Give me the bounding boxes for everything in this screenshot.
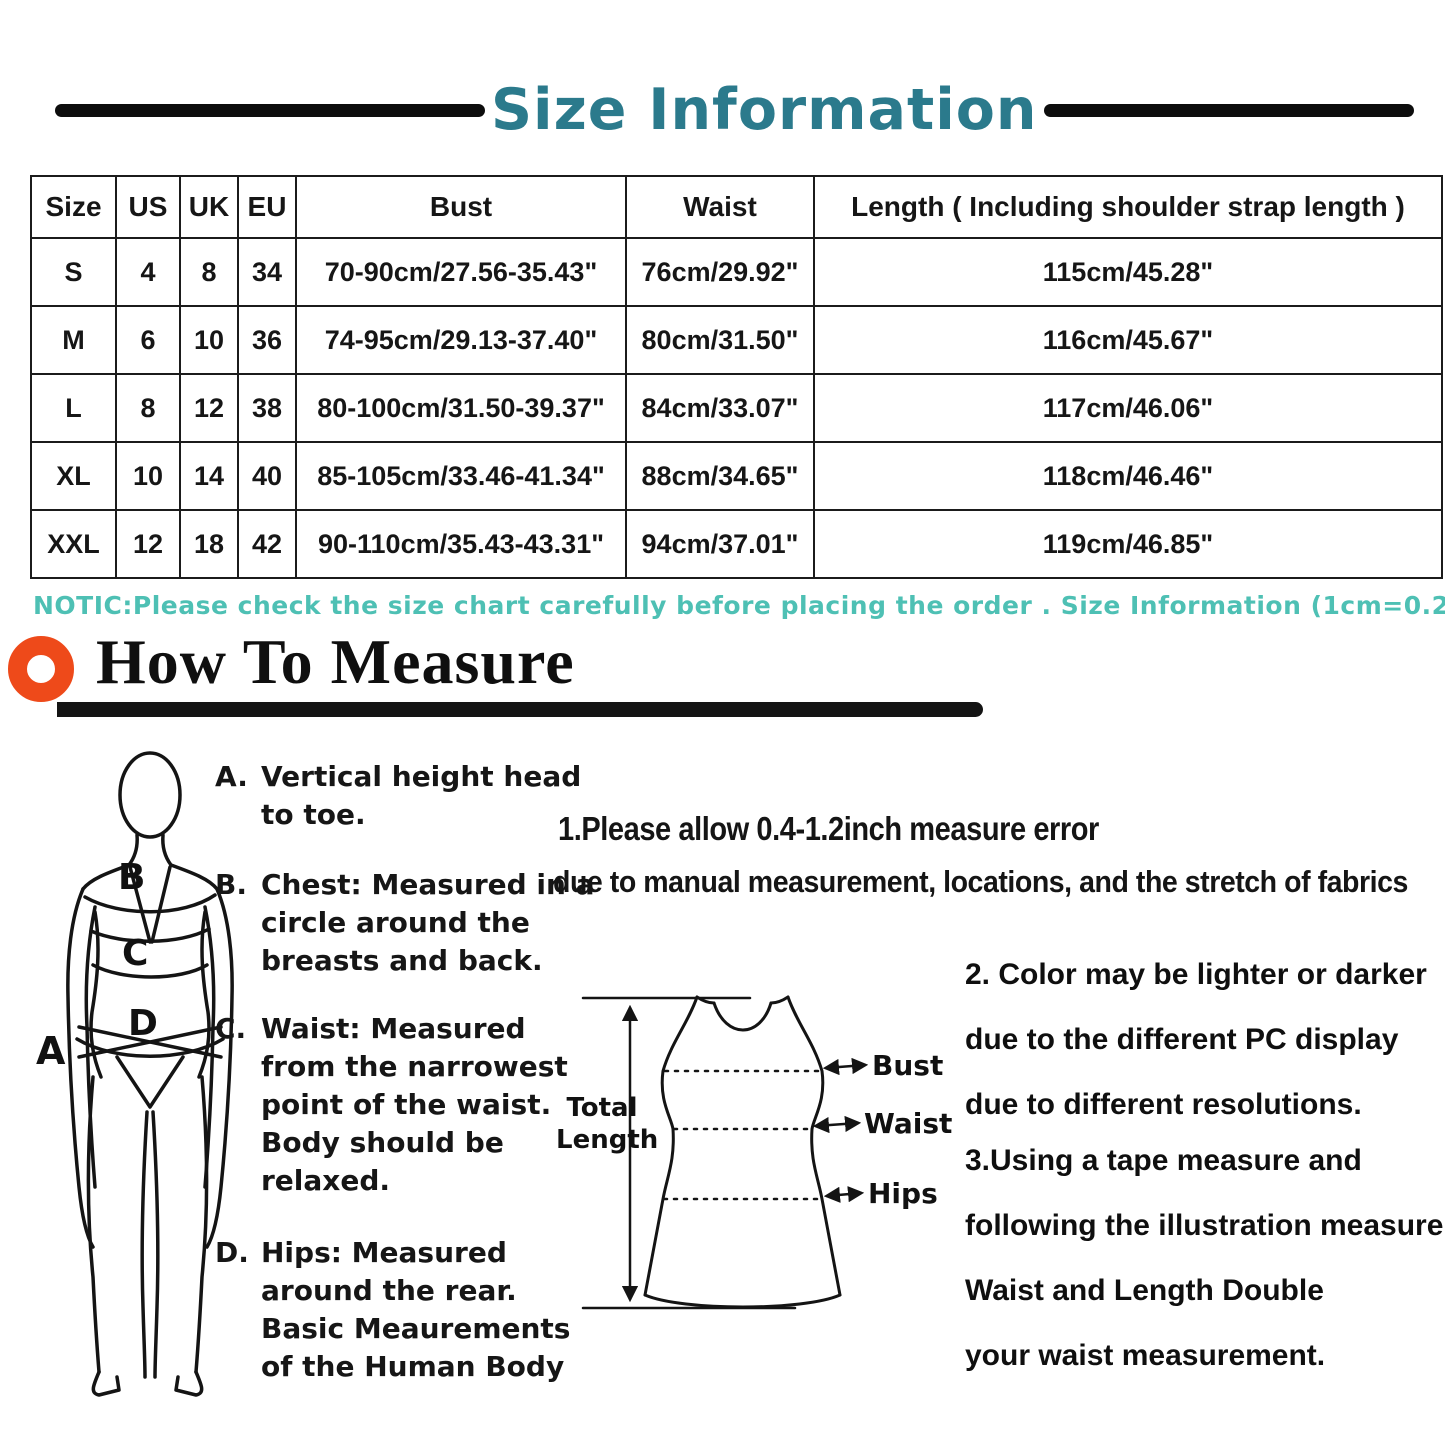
table-cell: 90-110cm/35.43-43.31"	[295, 509, 627, 579]
table-cell: 36	[237, 305, 297, 375]
dress-diagram	[581, 995, 869, 1310]
col-header-eu: EU	[237, 175, 297, 239]
table-cell: 94cm/37.01"	[625, 509, 815, 579]
col-header-length: Length ( Including shoulder strap length…	[813, 175, 1443, 239]
col-header-waist: Waist	[625, 175, 815, 239]
col-header-size: Size	[30, 175, 117, 239]
table-cell: M	[30, 305, 117, 375]
note-1-line-2: due to manual measurement, locations, an…	[553, 864, 1408, 899]
table-cell: 8	[115, 373, 181, 443]
figure-label-d: D	[128, 1003, 158, 1044]
figure-label-a: A	[36, 1029, 66, 1073]
table-cell: 34	[237, 237, 297, 307]
table-cell: 4	[115, 237, 181, 307]
total-length-label: Total Length	[556, 1093, 659, 1155]
table-cell: 118cm/46.46"	[813, 441, 1443, 511]
table-cell: 18	[179, 509, 239, 579]
table-row: L 8 12 38 80-100cm/31.50-39.37" 84cm/33.…	[30, 373, 1443, 443]
col-header-uk: UK	[179, 175, 239, 239]
body-figure-illustration	[66, 751, 234, 1397]
bust-label: Bust	[872, 1049, 944, 1082]
table-cell: 115cm/45.28"	[813, 237, 1443, 307]
title-rule-left	[55, 103, 485, 117]
table-cell: 76cm/29.92"	[625, 237, 815, 307]
hips-label: Hips	[868, 1177, 938, 1210]
table-cell: 40	[237, 441, 297, 511]
title-rule-right	[1043, 103, 1414, 117]
note-3: 3.Using a tape measure and following the…	[965, 1144, 1444, 1372]
bullet-ring-icon	[8, 636, 74, 702]
size-table-header-row: Size US UK EU Bust Waist Length ( Includ…	[30, 175, 1443, 239]
note-1-line-1: 1.Please allow 0.4-1.2inch measure error	[558, 810, 1099, 847]
measure-item-letter: B.	[215, 868, 247, 901]
measure-item-text: Waist: Measured from the narrowest point…	[261, 1012, 568, 1197]
table-cell: 8	[179, 237, 239, 307]
note-2: 2. Color may be lighter or darker due to…	[965, 958, 1427, 1121]
how-to-measure-title: How To Measure	[96, 626, 575, 697]
table-cell: 12	[115, 509, 181, 579]
table-cell: L	[30, 373, 117, 443]
col-header-bust: Bust	[295, 175, 627, 239]
size-table: Size US UK EU Bust Waist Length ( Includ…	[30, 175, 1443, 579]
figure-label-b: B	[118, 857, 146, 898]
table-cell: S	[30, 237, 117, 307]
table-cell: 10	[179, 305, 239, 375]
title-row: Size Information	[0, 60, 1445, 160]
table-cell: 88cm/34.65"	[625, 441, 815, 511]
measure-item-text: Hips: Measured around the rear. Basic Me…	[261, 1236, 571, 1383]
table-row: M 6 10 36 74-95cm/29.13-37.40" 80cm/31.5…	[30, 305, 1443, 375]
table-cell: 10	[115, 441, 181, 511]
table-cell: 119cm/46.85"	[813, 509, 1443, 579]
col-header-us: US	[115, 175, 181, 239]
table-cell: XXL	[30, 509, 117, 579]
table-cell: 84cm/33.07"	[625, 373, 815, 443]
table-cell: 116cm/45.67"	[813, 305, 1443, 375]
size-notice: NOTIC:Please check the size chart carefu…	[33, 591, 1445, 620]
table-cell: 85-105cm/33.46-41.34"	[295, 441, 627, 511]
table-row: XL 10 14 40 85-105cm/33.46-41.34" 88cm/3…	[30, 441, 1443, 511]
measure-item-b: B. Chest: Measured in a circle around th…	[215, 866, 595, 980]
measure-item-letter: D.	[215, 1236, 249, 1269]
measure-item-text: Chest: Measured in a circle around the b…	[261, 868, 595, 977]
waist-label: Waist	[864, 1107, 953, 1140]
table-cell: 74-95cm/29.13-37.40"	[295, 305, 627, 375]
measure-item-text: Vertical height head to toe.	[261, 760, 582, 831]
page-title: Size Information	[491, 76, 1038, 143]
table-cell: 70-90cm/27.56-35.43"	[295, 237, 627, 307]
heading-underline	[57, 702, 983, 717]
table-row: S 4 8 34 70-90cm/27.56-35.43" 76cm/29.92…	[30, 237, 1443, 307]
table-row: XXL 12 18 42 90-110cm/35.43-43.31" 94cm/…	[30, 509, 1443, 579]
table-cell: 80cm/31.50"	[625, 305, 815, 375]
measure-item-d: D. Hips: Measured around the rear. Basic…	[215, 1234, 570, 1386]
measure-item-c: C. Waist: Measured from the narrowest po…	[215, 1010, 568, 1200]
figure-label-c: C	[122, 933, 149, 974]
measure-item-a: A. Vertical height head to toe.	[215, 758, 581, 834]
table-cell: 12	[179, 373, 239, 443]
table-cell: 117cm/46.06"	[813, 373, 1443, 443]
table-cell: 14	[179, 441, 239, 511]
table-cell: XL	[30, 441, 117, 511]
measure-item-letter: A.	[215, 760, 248, 793]
table-cell: 80-100cm/31.50-39.37"	[295, 373, 627, 443]
measure-item-letter: C.	[215, 1012, 247, 1045]
table-cell: 38	[237, 373, 297, 443]
table-cell: 42	[237, 509, 297, 579]
table-cell: 6	[115, 305, 181, 375]
